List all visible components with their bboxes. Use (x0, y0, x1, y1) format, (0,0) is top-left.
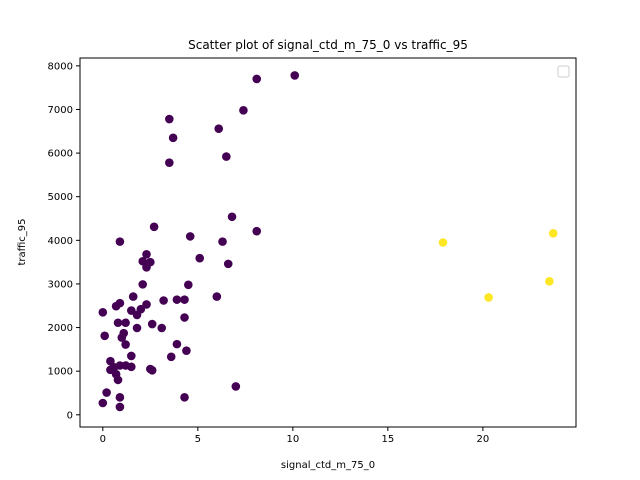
scatter-point (115, 393, 125, 402)
scatter-point (223, 259, 233, 269)
scatter-point (290, 71, 300, 80)
y-tick-label: 6000 (48, 149, 73, 160)
scatter-point (100, 331, 109, 341)
scatter-point (121, 340, 130, 349)
x-tick-label: 15 (381, 434, 394, 445)
y-axis-ticks: 0 1000 2000 3000 4000 5000 6000 7000 8000 (48, 61, 80, 421)
x-axis-label: signal_ctd_m_75_0 (281, 460, 375, 471)
scatter-point (132, 323, 142, 333)
scatter-point (115, 402, 125, 412)
scatter-point (195, 253, 205, 263)
y-tick-label: 4000 (48, 236, 73, 247)
scatter-point (149, 222, 159, 232)
scatter-point (166, 352, 176, 362)
scatter-point (127, 362, 136, 372)
scatter-point (222, 152, 231, 161)
scatter-point (172, 295, 182, 304)
scatter-point (142, 300, 151, 309)
scatter-point (127, 351, 136, 361)
scatter-point (438, 238, 448, 247)
y-axis-label: traffic_95 (17, 218, 28, 265)
x-axis-ticks: 0 5 10 15 20 (100, 427, 490, 445)
y-tick-label: 2000 (48, 323, 73, 334)
x-tick-label: 10 (286, 434, 299, 445)
scatter-point (185, 232, 195, 241)
scatter-point (168, 133, 178, 143)
plot-frame (79, 57, 577, 428)
scatter-point (121, 318, 130, 328)
chart-title: Scatter plot of signal_ctd_m_75_0 vs tra… (188, 38, 468, 52)
scatter-point (231, 382, 241, 391)
scatter-point (113, 375, 123, 385)
scatter-point (113, 318, 123, 328)
scatter-point (172, 339, 182, 349)
scatter-point (98, 398, 108, 408)
scatter-point (545, 277, 554, 286)
y-tick-label: 8000 (48, 61, 73, 72)
scatter-point (138, 280, 148, 289)
y-tick-label: 0 (67, 410, 73, 421)
y-tick-label: 1000 (48, 367, 73, 378)
scatter-point (142, 249, 151, 259)
scatter-point (180, 295, 189, 304)
scatter-point (147, 319, 157, 329)
scatter-point (184, 280, 193, 290)
x-tick-label: 5 (195, 434, 201, 445)
legend-box (557, 65, 570, 78)
scatter-point (147, 366, 157, 375)
plot-area (79, 57, 577, 428)
scatter-point (180, 313, 189, 322)
scatter-point (548, 229, 558, 238)
y-tick-label: 7000 (48, 105, 73, 116)
scatter-point (212, 292, 222, 301)
scatter-point (252, 226, 262, 236)
scatter-point (159, 296, 168, 305)
points-layer (98, 71, 558, 412)
scatter-point (128, 292, 138, 301)
scatter-point (115, 237, 125, 246)
scatter-point (117, 333, 127, 342)
scatter-point (227, 212, 237, 222)
scatter-point (182, 346, 191, 355)
scatter-point (98, 307, 108, 317)
scatter-point (252, 74, 262, 84)
scatter-point (111, 301, 121, 311)
scatter-point (157, 323, 167, 333)
scatter-point (165, 158, 174, 167)
scatter-point (484, 293, 493, 302)
scatter-point (165, 114, 174, 124)
y-tick-label: 3000 (48, 279, 73, 290)
scatter-point (132, 310, 142, 320)
x-tick-label: 20 (477, 434, 490, 445)
scatter-point (142, 263, 151, 272)
scatter-point (214, 124, 224, 133)
scatter-point (218, 237, 227, 246)
scatter-point (102, 388, 111, 397)
scatter-point (180, 393, 189, 402)
scatter-point (239, 106, 248, 115)
x-tick-label: 0 (100, 434, 106, 445)
y-tick-label: 5000 (48, 192, 73, 203)
